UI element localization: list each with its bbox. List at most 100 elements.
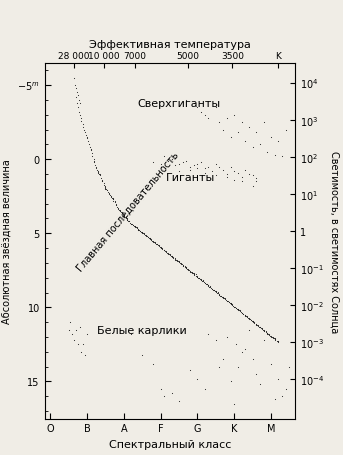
Point: [195, 274, 200, 282]
Point: [73, 94, 79, 101]
Point: [154, 241, 159, 248]
Point: [106, 191, 112, 198]
Point: [226, 299, 232, 306]
Point: [139, 229, 145, 236]
Point: [250, 183, 256, 190]
Point: [171, 254, 176, 262]
Point: [253, 178, 259, 186]
Point: [112, 198, 117, 206]
Point: [139, 228, 144, 236]
Point: [176, 258, 182, 266]
Point: [98, 175, 104, 182]
Point: [119, 209, 125, 216]
Point: [235, 306, 241, 313]
Point: [206, 331, 211, 338]
Point: [271, 335, 277, 342]
Point: [125, 217, 130, 224]
Point: [76, 109, 82, 116]
Point: [261, 119, 267, 126]
Point: [173, 162, 178, 169]
Point: [254, 322, 260, 329]
Point: [243, 311, 248, 318]
Point: [264, 329, 270, 337]
Point: [246, 124, 252, 131]
Point: [187, 366, 193, 374]
Point: [96, 171, 102, 178]
Point: [232, 303, 237, 311]
Point: [235, 130, 241, 137]
Point: [114, 202, 119, 209]
Point: [189, 269, 194, 277]
Point: [129, 221, 134, 228]
Point: [138, 228, 143, 235]
Point: [259, 324, 264, 332]
Point: [268, 334, 274, 341]
Point: [264, 330, 270, 337]
Point: [224, 115, 229, 122]
Point: [243, 345, 248, 353]
Point: [139, 351, 145, 359]
Point: [82, 130, 88, 137]
Point: [134, 225, 139, 232]
Point: [217, 292, 223, 299]
Point: [235, 305, 241, 313]
Y-axis label: Абсолютная звёздная величина: Абсолютная звёздная величина: [2, 159, 12, 324]
Point: [199, 278, 204, 285]
Point: [160, 245, 165, 253]
Point: [250, 172, 256, 180]
Point: [228, 378, 233, 385]
Point: [184, 264, 189, 271]
Point: [151, 238, 156, 246]
Point: [221, 126, 226, 134]
Point: [224, 171, 229, 178]
Point: [157, 243, 163, 251]
Point: [213, 161, 218, 168]
Point: [268, 333, 274, 340]
Point: [250, 318, 256, 325]
Point: [95, 168, 101, 175]
Point: [258, 325, 263, 332]
Point: [202, 280, 208, 287]
Point: [221, 295, 227, 303]
Point: [243, 313, 249, 320]
Point: [85, 138, 91, 146]
Point: [95, 169, 101, 176]
Point: [86, 142, 92, 149]
Point: [178, 259, 184, 267]
Point: [198, 276, 204, 283]
Point: [224, 334, 229, 341]
Point: [92, 162, 98, 169]
Point: [206, 283, 212, 291]
Point: [81, 124, 86, 131]
Point: [173, 257, 179, 264]
Point: [155, 242, 161, 249]
Point: [88, 147, 93, 155]
Point: [131, 222, 137, 230]
Point: [117, 207, 123, 215]
Point: [260, 326, 266, 334]
Point: [218, 293, 224, 300]
Point: [141, 231, 147, 238]
Point: [267, 330, 272, 338]
Point: [257, 324, 263, 331]
Point: [200, 278, 206, 285]
Point: [264, 329, 270, 336]
Point: [257, 324, 263, 331]
Point: [191, 271, 197, 278]
Point: [239, 349, 244, 356]
Point: [250, 356, 256, 363]
Point: [76, 97, 82, 104]
Point: [248, 316, 253, 324]
Point: [68, 319, 73, 326]
Point: [235, 169, 241, 177]
Point: [192, 272, 197, 279]
Point: [169, 253, 174, 260]
Point: [124, 215, 129, 222]
Point: [270, 334, 276, 342]
Point: [211, 287, 217, 294]
Point: [111, 197, 116, 205]
Point: [194, 273, 199, 280]
Point: [233, 305, 239, 312]
Point: [116, 206, 121, 213]
Point: [250, 144, 256, 152]
